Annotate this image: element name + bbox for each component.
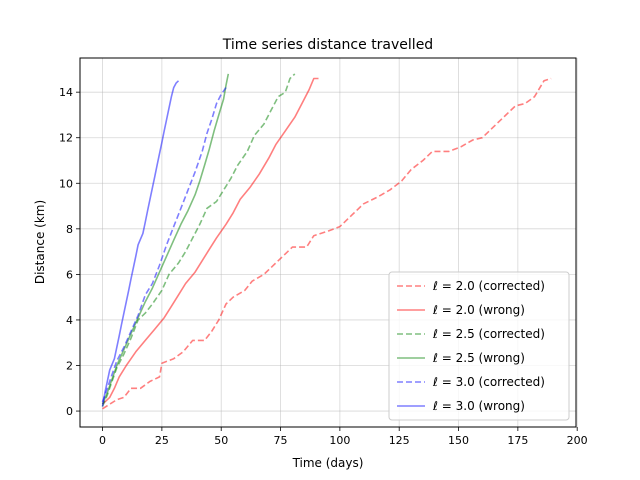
legend-entry-label: ℓ = 2.0 (corrected) [432, 279, 545, 293]
legend-entry-label: ℓ = 2.5 (corrected) [432, 327, 545, 341]
x-tick-label: 150 [448, 434, 469, 447]
chart-title: Time series distance travelled [222, 37, 433, 53]
x-axis-label: Time (days) [292, 456, 364, 470]
legend: ℓ = 2.0 (corrected) ℓ = 2.0 (wrong) ℓ = 2.… [388, 271, 570, 421]
plot-frame [79, 57, 577, 428]
y-tick-label: 8 [66, 223, 73, 236]
series-line-4 [101, 73, 230, 405]
y-tick-label: 0 [66, 405, 73, 418]
x-tick-label: 200 [567, 434, 588, 447]
legend-entry-label: ℓ = 2.5 (wrong) [432, 351, 525, 365]
x-tick-label: 125 [389, 434, 410, 447]
x-axis-ticks: 0 25 50 75 100 125 150 175 200 [99, 427, 588, 447]
x-tick-label: 0 [99, 434, 106, 447]
series-layer [101, 73, 552, 410]
y-tick-label: 10 [59, 177, 73, 190]
series-line-6 [101, 80, 180, 407]
series-line-2 [101, 77, 319, 405]
y-tick-label: 14 [59, 86, 73, 99]
series-line-5 [101, 87, 227, 403]
y-axis-label: Distance (km) [33, 200, 47, 284]
x-tick-label: 100 [329, 434, 350, 447]
y-tick-label: 12 [59, 132, 73, 145]
series-line-3 [101, 73, 296, 407]
y-tick-label: 2 [66, 360, 73, 373]
legend-box [388, 271, 570, 421]
legend-entry-label: ℓ = 3.0 (corrected) [432, 375, 545, 389]
y-tick-label: 4 [66, 314, 73, 327]
legend-entry-label: ℓ = 3.0 (wrong) [432, 399, 525, 413]
legend-entry-label: ℓ = 2.0 (wrong) [432, 303, 525, 317]
x-tick-label: 175 [507, 434, 528, 447]
x-tick-label: 25 [155, 434, 169, 447]
y-axis-ticks: 0 2 4 6 8 10 12 14 [59, 86, 80, 418]
series-line-1 [102, 77, 552, 410]
x-tick-label: 50 [214, 434, 228, 447]
x-tick-label: 75 [274, 434, 288, 447]
y-tick-label: 6 [66, 268, 73, 281]
